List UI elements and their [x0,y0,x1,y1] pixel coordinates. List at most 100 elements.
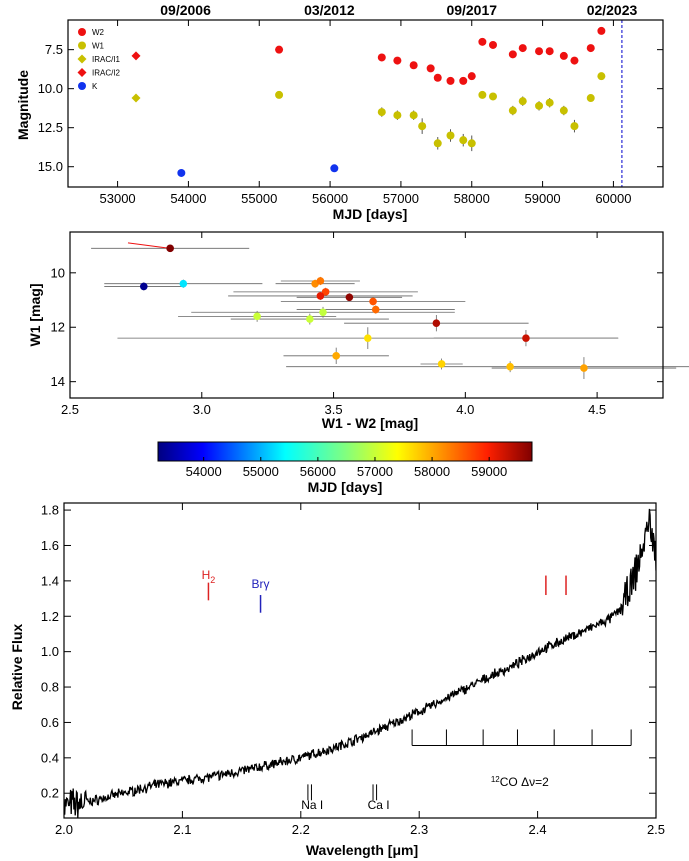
spectrum-y-tick-label: 0.2 [41,786,59,801]
light-curve-point-w2 [459,76,468,85]
light-curve-point-w1 [275,90,284,99]
light-curve-x-tick-label: 56000 [312,191,348,206]
light-curve-point-w1 [586,94,595,103]
light-curve-point-w2 [597,26,606,35]
spectrum-trace [64,508,656,818]
light-curve-point-w2 [393,56,402,65]
legend-label: W2 [92,28,105,37]
spectrum-y-tick-label: 1.8 [41,503,59,518]
h2-label: H2 [202,568,216,585]
cmd-point [179,279,188,288]
light-curve-x-tick-label: 59000 [525,191,561,206]
w1-error-bars [278,73,602,152]
cmd-point [432,319,441,327]
cmd-x-tick-label: 3.5 [325,402,343,417]
brgamma-label: Brγ [252,577,270,591]
legend-label: W1 [92,42,105,51]
cmd-point [371,305,380,314]
spectrum-x-tick-label: 2.1 [173,822,191,837]
cmd-x-tick-label: 4.0 [456,402,474,417]
legend-marker [78,41,86,50]
light-curve-point-w2 [535,47,544,56]
cmd-point [364,334,372,342]
cmd-x-tick-label: 2.5 [61,402,79,417]
light-curve-point-irac-i2 [131,51,141,61]
spectrum-y-tick-label: 0.6 [41,715,59,730]
cmd-point [345,293,354,302]
light-curve-point-w2 [446,76,455,85]
light-curve-point-w1 [377,108,386,117]
colorbar-tick-label: 56000 [300,464,336,479]
spectrum-y-tick-label: 0.4 [41,750,59,765]
light-curve-point-w1 [459,136,468,145]
cmd-point [316,292,325,300]
light-curve-y-tick-label: 7.5 [45,42,63,57]
epoch-labels: 09/2006 03/2012 09/2017 02/2023 [160,2,637,18]
light-curve-point-w2 [426,64,435,73]
spectrum-y-tick-label: 0.8 [41,680,59,695]
light-curve-x-tick-label: 57000 [383,191,419,206]
light-curve-x-tick-label: 58000 [454,191,490,206]
light-curve-point-w1 [489,92,497,101]
cmd-point [580,364,588,372]
epoch-label: 09/2006 [160,2,211,18]
cmd-x-label: W1 - W2 [mag] [322,415,418,431]
colorbar-tick-label: 54000 [186,464,222,479]
spectrum-x-tick-label: 2.3 [410,822,428,837]
ca-label: Ca I [368,798,390,812]
light-curve-point-w1 [433,139,442,148]
light-curve-point-w2 [559,51,568,60]
spectrum-x-tick-label: 2.2 [292,822,310,837]
cmd-point [316,277,325,285]
light-curve-frame [67,19,664,188]
light-curve-axes: 53000 54000 55000 56000 57000 58000 59000 60000… [38,19,664,206]
colorbar-gradient [157,441,533,462]
cmd-point [139,282,148,291]
colorbar-tick-label: 55000 [243,464,279,479]
light-curve-point-w2 [545,47,554,56]
colorbar-tick-label: 58000 [414,464,450,479]
light-curve-y-tick-label: 10.0 [38,81,63,96]
light-curve-point-w1 [518,97,527,106]
cmd-y-tick-label: 12 [51,320,65,335]
light-curve-point-w2 [508,50,517,59]
cmd-point [306,315,314,323]
epoch-label: 09/2017 [446,2,497,18]
light-curve-point-w2 [409,61,418,70]
cmd-point [319,308,327,317]
spectrum-x-tick-label: 2.4 [529,822,547,837]
light-curve-point-w2 [489,40,497,49]
light-curve-point-k [330,164,339,173]
cmd-point [332,352,340,360]
light-curve-point-w1 [535,101,544,110]
spectrum-y-tick-label: 1.6 [41,538,59,553]
cmd-point [321,288,330,296]
cmd-point [522,334,530,342]
light-curve-point-w1 [393,111,402,120]
cmd-point [369,297,377,306]
co-label: 12CO Δν=2 [491,775,549,789]
light-curve-point-w1 [508,106,517,115]
light-curve-point-w2 [478,37,487,46]
legend-marker [78,28,86,36]
spectrum-y-tick-label: 1.0 [41,644,59,659]
spectrum-y-tick-label: 1.4 [41,573,59,588]
cmd-frame [69,231,664,399]
light-curve-point-w1 [597,72,606,81]
cmd-point [253,312,261,321]
light-curve-point-w1 [409,111,418,120]
light-curve-x-tick-label: 53000 [100,191,136,206]
cmd-y-tick-label: 14 [51,374,65,389]
epoch-label: 03/2012 [304,2,355,18]
line-annotations: H2 Brγ Na I Ca I 12CO Δν=2 [202,568,632,812]
legend-marker [78,82,86,90]
cmd-arrow [127,242,171,249]
light-curve-point-w1 [418,122,427,131]
light-curve-point-irac-i1 [131,93,141,103]
spectrum-x-tick-label: 2.0 [55,822,73,837]
cmd-point [166,244,174,253]
legend-marker [77,68,87,77]
legend-marker [77,54,87,64]
